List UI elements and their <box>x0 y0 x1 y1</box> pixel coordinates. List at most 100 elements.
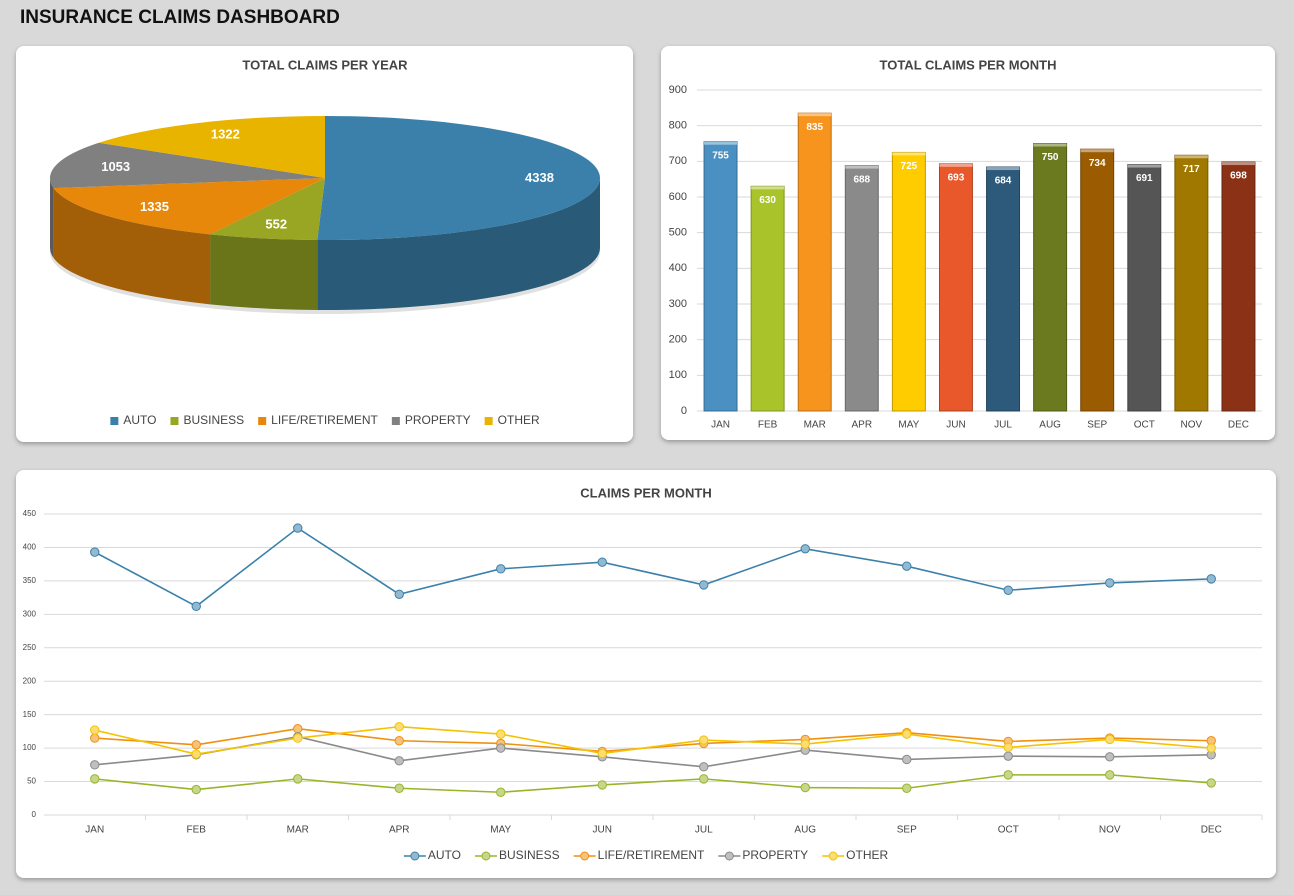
marker <box>191 784 201 795</box>
marker <box>597 748 607 759</box>
legend-label: AUTO <box>123 413 156 427</box>
data-label: 630 <box>759 195 776 206</box>
marker <box>699 580 709 590</box>
marker <box>191 601 201 612</box>
y-tick-label: 50 <box>27 777 36 786</box>
legend-label: AUTO <box>428 848 461 862</box>
y-tick-label: 0 <box>32 810 37 819</box>
marker <box>597 557 607 567</box>
y-tick-label: 150 <box>23 710 37 719</box>
legend-marker <box>828 851 838 861</box>
x-tick-label: MAY <box>490 825 511 836</box>
bar <box>1221 161 1256 412</box>
marker <box>800 544 810 554</box>
legend-label: BUSINESS <box>499 848 560 862</box>
legend-swatch <box>258 417 267 425</box>
pie-slice <box>210 178 325 240</box>
pie-slice <box>317 116 601 240</box>
y-tick-label: 500 <box>669 227 687 239</box>
x-tick-label: JUL <box>994 420 1012 431</box>
marker <box>293 724 303 734</box>
marker <box>902 729 912 739</box>
y-tick-label: 300 <box>23 609 37 618</box>
x-tick-label: SEP <box>1087 420 1107 431</box>
x-tick-label: JUL <box>695 825 713 836</box>
legend-marker <box>724 851 734 861</box>
bar <box>1174 154 1209 412</box>
bar <box>1033 143 1068 412</box>
panel <box>16 470 1276 878</box>
data-label: 691 <box>1136 173 1153 184</box>
bar <box>703 141 738 412</box>
marker <box>496 787 506 797</box>
x-tick-label: OCT <box>998 825 1019 836</box>
bar-highlight <box>1080 149 1114 153</box>
bar-highlight <box>798 113 832 117</box>
data-label: 1053 <box>101 159 130 174</box>
marker <box>902 783 912 793</box>
marker <box>394 589 404 599</box>
line <box>94 735 1212 768</box>
marker <box>1206 574 1216 584</box>
x-tick-label: JAN <box>711 420 730 431</box>
dashboard-title: INSURANCE CLAIMS DASHBOARD <box>20 7 340 28</box>
bar <box>938 163 973 412</box>
marker <box>699 762 709 772</box>
data-label: 1322 <box>211 127 240 142</box>
marker <box>90 725 100 735</box>
x-tick-label: AUG <box>1039 420 1061 431</box>
marker <box>90 774 100 784</box>
y-tick-label: 700 <box>669 155 687 167</box>
y-tick-label: 400 <box>669 262 687 274</box>
marker <box>293 733 303 743</box>
bar-highlight <box>704 141 738 145</box>
data-label: 725 <box>901 161 918 172</box>
marker <box>496 729 506 739</box>
marker <box>293 774 303 784</box>
line <box>94 725 1212 755</box>
data-label: 750 <box>1042 152 1059 163</box>
y-tick-label: 200 <box>669 334 687 346</box>
data-label: 755 <box>712 150 729 161</box>
y-tick-label: 350 <box>23 576 37 585</box>
y-tick-label: 900 <box>669 84 687 96</box>
data-label: 4338 <box>525 170 554 185</box>
legend-label: OTHER <box>498 413 540 427</box>
marker <box>699 735 709 745</box>
marker <box>394 722 404 732</box>
x-tick-label: AUG <box>794 825 816 836</box>
pie-slice-side <box>210 234 318 310</box>
data-label: 684 <box>995 176 1012 187</box>
legend-label: LIFE/RETIREMENT <box>271 413 378 427</box>
marker <box>800 739 810 749</box>
y-tick-label: 800 <box>669 120 687 132</box>
marker <box>699 774 709 784</box>
pie-slice-side <box>317 178 600 310</box>
x-tick-label: NOV <box>1099 825 1121 836</box>
x-tick-label: MAR <box>287 825 309 836</box>
x-tick-label: APR <box>389 825 410 836</box>
x-tick-label: FEB <box>758 420 778 431</box>
marker <box>1105 734 1115 745</box>
y-tick-label: 250 <box>23 643 37 652</box>
x-tick-label: JUN <box>593 825 612 836</box>
pie-slice <box>50 142 326 189</box>
bar-highlight <box>1033 143 1067 147</box>
data-label: 717 <box>1183 164 1200 175</box>
bar <box>844 165 879 412</box>
bar-highlight <box>1174 155 1208 159</box>
x-tick-label: APR <box>852 420 873 431</box>
bar <box>1080 148 1115 412</box>
line <box>94 527 1212 608</box>
bar-highlight <box>1127 164 1161 168</box>
legend-label: BUSINESS <box>183 413 244 427</box>
marker <box>800 782 810 793</box>
bar <box>891 151 926 412</box>
marker <box>1105 770 1115 780</box>
legend-label: OTHER <box>846 848 888 862</box>
marker <box>394 756 404 766</box>
marker <box>496 743 506 753</box>
legend-swatch <box>391 417 400 425</box>
